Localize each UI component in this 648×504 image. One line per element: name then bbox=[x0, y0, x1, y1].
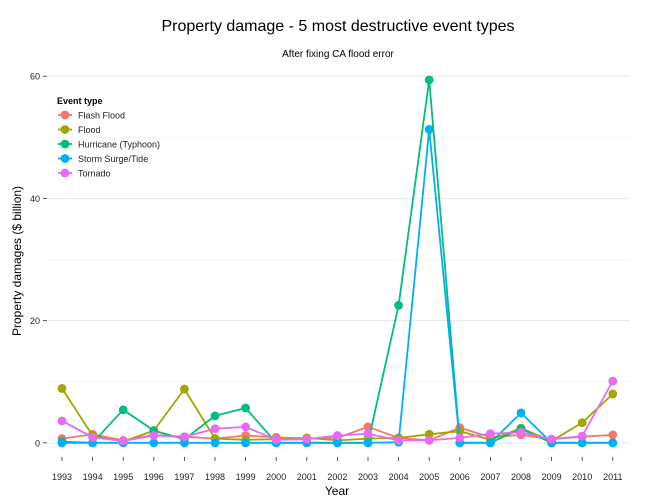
data-point-tornado bbox=[394, 435, 403, 445]
x-tick-label: 2006 bbox=[450, 472, 470, 482]
data-point-tornado bbox=[271, 435, 281, 445]
legend-label: Storm Surge/Tide bbox=[78, 154, 148, 164]
x-tick-label: 1998 bbox=[205, 472, 225, 482]
legend-title: Event type bbox=[57, 96, 103, 106]
series-tornado bbox=[57, 376, 618, 446]
data-point-storm-surge-tide bbox=[333, 438, 342, 448]
data-point-tornado bbox=[577, 431, 587, 441]
legend-key-point bbox=[60, 125, 70, 134]
data-point-tornado bbox=[210, 424, 220, 434]
legend-item-flood: Flood bbox=[58, 125, 101, 135]
x-axis-ticks: 1993 1994 1995 1996 1997 1998 1999 2000 2001 2002… bbox=[52, 457, 622, 482]
data-point-tornado bbox=[363, 429, 373, 439]
y-tick-label: 60 bbox=[30, 72, 40, 82]
y-tick-label: 0 bbox=[35, 438, 40, 448]
x-tick-label: 1995 bbox=[113, 472, 133, 482]
data-point-hurricane-typhoon bbox=[118, 405, 128, 415]
legend-item-storm-surge-tide: Storm Surge/Tide bbox=[58, 154, 148, 164]
x-tick-label: 2002 bbox=[327, 472, 347, 482]
data-point-hurricane-typhoon bbox=[241, 403, 251, 413]
data-point-flood bbox=[608, 389, 618, 399]
legend-label: Hurricane (Typhoon) bbox=[78, 140, 160, 150]
data-point-storm-surge-tide bbox=[424, 124, 434, 134]
data-point-storm-surge-tide bbox=[149, 438, 159, 448]
x-tick-label: 1999 bbox=[236, 472, 256, 482]
x-tick-label: 2008 bbox=[511, 472, 531, 482]
x-tick-label: 2007 bbox=[480, 472, 500, 482]
chart-subtitle: After fixing CA flood error bbox=[282, 49, 394, 60]
y-tick-label: 40 bbox=[30, 194, 40, 204]
series-group bbox=[57, 75, 618, 448]
data-point-tornado bbox=[333, 431, 342, 440]
data-point-storm-surge-tide bbox=[577, 438, 587, 448]
data-point-storm-surge-tide bbox=[608, 438, 618, 448]
data-point-hurricane-typhoon bbox=[394, 300, 403, 310]
data-point-hurricane-typhoon bbox=[424, 75, 434, 85]
y-axis-ticks: 0 20 40 60 bbox=[30, 72, 47, 448]
x-tick-label: 1993 bbox=[52, 472, 72, 482]
gridlines bbox=[48, 75, 630, 444]
data-point-tornado bbox=[486, 429, 495, 439]
x-tick-label: 2001 bbox=[297, 472, 317, 482]
legend-label: Flash Flood bbox=[78, 111, 125, 121]
data-point-tornado bbox=[547, 434, 556, 444]
data-point-storm-surge-tide bbox=[210, 438, 220, 448]
x-tick-label: 1994 bbox=[83, 472, 103, 482]
y-tick-label: 20 bbox=[30, 316, 40, 326]
series-hurricane-typhoon bbox=[57, 75, 618, 448]
x-tick-label: 2000 bbox=[266, 472, 286, 482]
series-line-hurricane-typhoon bbox=[61, 79, 613, 444]
data-point-tornado bbox=[241, 422, 251, 432]
legend-label: Flood bbox=[78, 125, 101, 135]
y-axis-label: Property damages ($ billion) bbox=[10, 186, 24, 336]
x-tick-label: 2005 bbox=[419, 472, 439, 482]
data-point-flood bbox=[424, 429, 434, 439]
x-tick-label: 2011 bbox=[603, 472, 622, 482]
x-tick-label: 2010 bbox=[572, 472, 592, 482]
x-tick-label: 1996 bbox=[144, 472, 164, 482]
data-point-flood bbox=[57, 384, 67, 393]
data-point-storm-surge-tide bbox=[486, 438, 495, 448]
legend-key-point bbox=[60, 110, 70, 120]
legend: Event type Flash Flood Flood Hurricane (Ty… bbox=[57, 96, 160, 179]
x-tick-label: 1997 bbox=[174, 472, 194, 482]
data-point-storm-surge-tide bbox=[57, 438, 67, 448]
data-point-flood bbox=[180, 384, 189, 394]
data-point-flood bbox=[577, 418, 587, 428]
legend-key-point bbox=[60, 154, 70, 163]
data-point-storm-surge-tide bbox=[241, 438, 251, 448]
data-point-storm-surge-tide bbox=[516, 408, 526, 418]
series-storm-surge-tide bbox=[57, 124, 618, 448]
x-tick-label: 2003 bbox=[358, 472, 378, 482]
data-point-tornado bbox=[57, 416, 67, 426]
legend-key-point bbox=[60, 168, 70, 178]
data-point-hurricane-typhoon bbox=[210, 411, 220, 421]
data-point-tornado bbox=[118, 436, 128, 446]
data-point-tornado bbox=[424, 435, 434, 445]
data-point-tornado bbox=[302, 434, 312, 444]
x-axis-label: Year bbox=[325, 484, 349, 498]
data-point-tornado bbox=[516, 428, 526, 437]
chart-title: Property damage - 5 most destructive eve… bbox=[161, 18, 514, 35]
data-point-storm-surge-tide bbox=[180, 438, 189, 448]
x-tick-label: 2004 bbox=[389, 472, 409, 482]
data-point-storm-surge-tide bbox=[363, 438, 373, 448]
legend-item-hurricane-typhoon: Hurricane (Typhoon) bbox=[58, 140, 160, 150]
data-point-tornado bbox=[88, 432, 97, 442]
data-point-tornado bbox=[180, 432, 189, 442]
legend-key-point bbox=[60, 139, 70, 149]
series-line-storm-surge-tide bbox=[62, 128, 613, 444]
data-point-tornado bbox=[608, 376, 618, 386]
data-point-tornado bbox=[149, 431, 159, 440]
legend-item-tornado: Tornado bbox=[58, 169, 111, 179]
legend-label: Tornado bbox=[78, 169, 111, 179]
legend-item-flash-flood: Flash Flood bbox=[58, 111, 125, 121]
data-point-tornado bbox=[455, 433, 465, 443]
x-tick-label: 2009 bbox=[542, 472, 562, 482]
data-point-flash-flood bbox=[608, 430, 618, 440]
